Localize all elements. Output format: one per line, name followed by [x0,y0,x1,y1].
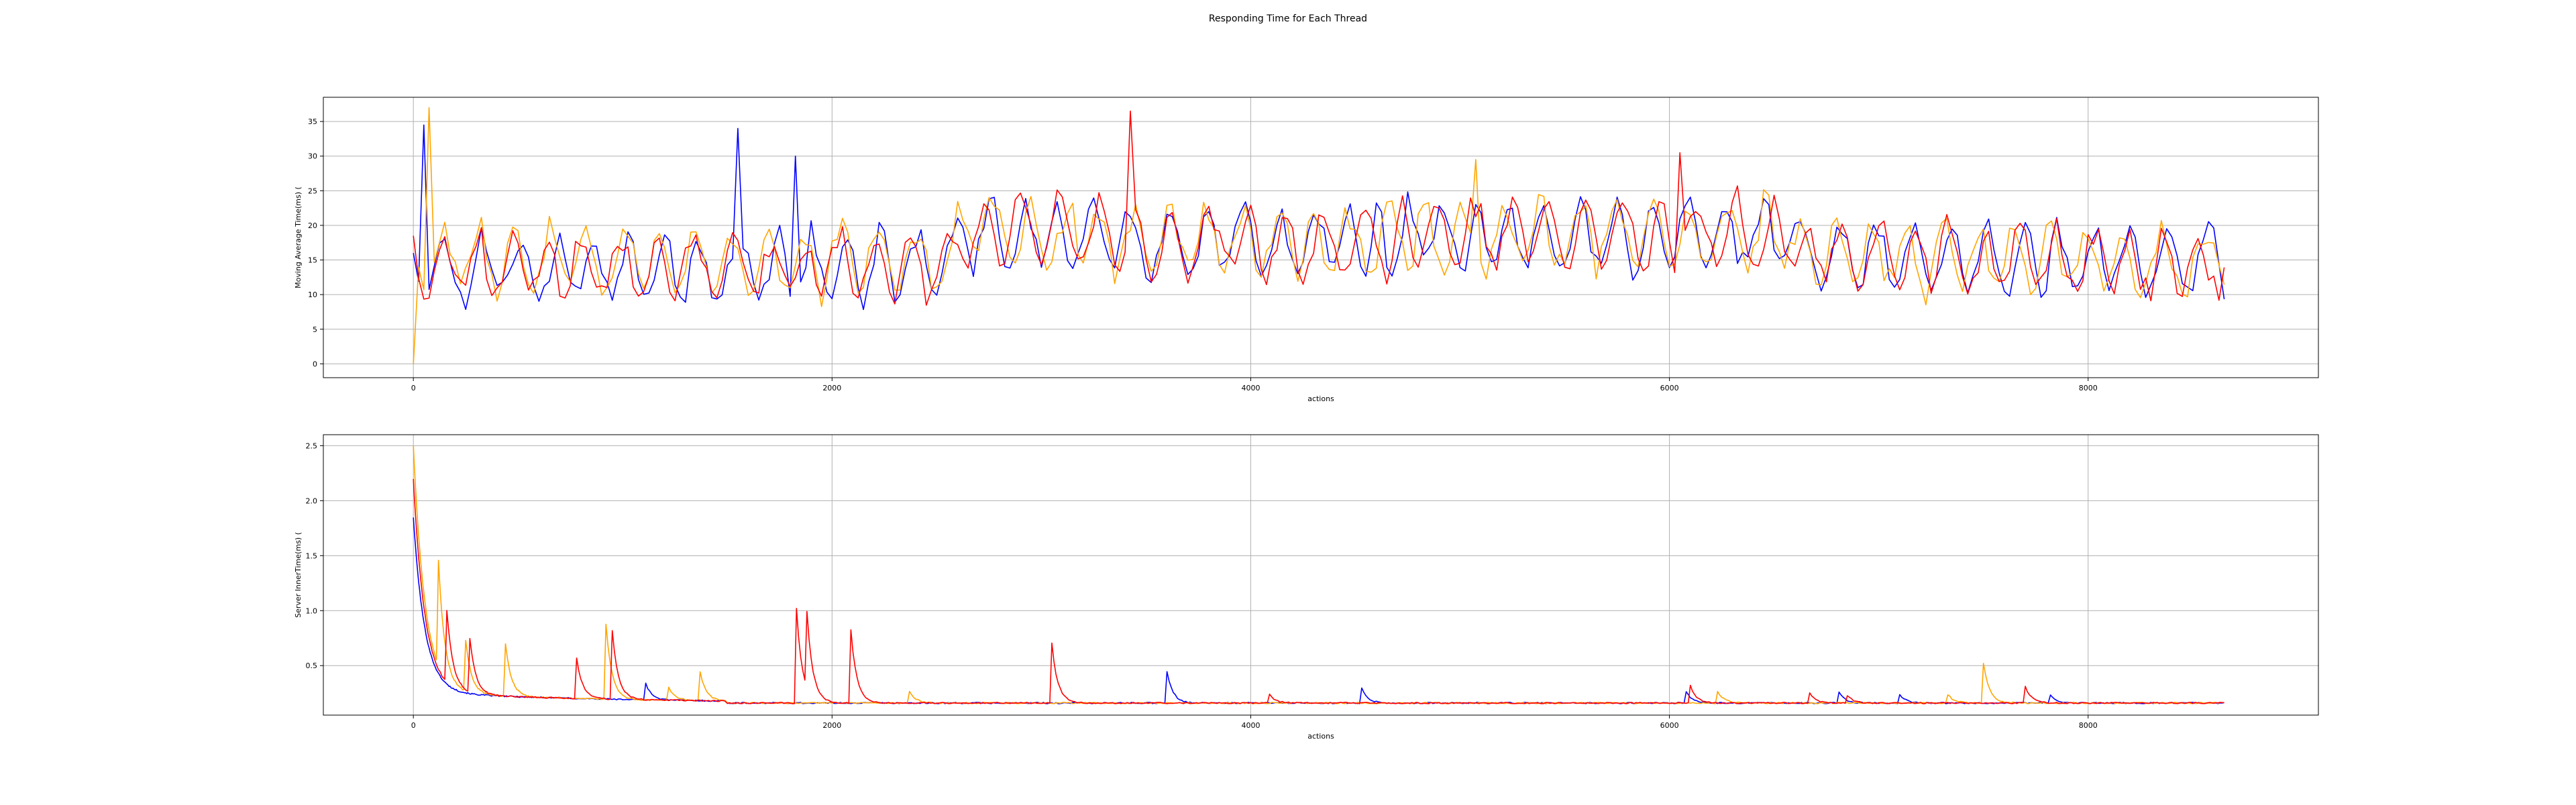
y-tick-label: 10 [308,290,317,299]
x-axis-label: actions [1307,394,1334,403]
x-tick-label: 0 [411,384,416,392]
y-tick-label: 0.5 [306,661,318,670]
x-tick-label: 6000 [1660,721,1679,730]
y-tick-label: 1.0 [306,606,318,615]
x-tick-label: 2000 [822,384,841,392]
y-tick-label: 5 [313,325,317,334]
y-tick-label: 0 [313,360,317,368]
y-tick-label: 30 [308,152,317,161]
x-tick-label: 0 [411,721,416,730]
x-tick-label: 2000 [822,721,841,730]
y-tick-label: 35 [308,117,317,126]
x-tick-label: 4000 [1241,721,1260,730]
x-tick-label: 6000 [1660,384,1679,392]
x-tick-label: 8000 [2079,721,2098,730]
x-axis-label: actions [1307,732,1334,741]
y-axis-label: Moving Average Time(ms) ( [294,186,303,288]
axes-frame [323,434,2319,716]
series-line-3 [413,478,2224,704]
y-axis-label: Server InnerTime(ms) ( [294,532,303,618]
figure-title: Responding Time for Each Thread [1208,13,1368,24]
y-tick-label: 1.5 [306,551,318,560]
y-tick-label: 20 [308,221,317,230]
y-tick-label: 25 [308,186,317,195]
axes-frame [323,97,2319,378]
y-tick-label: 15 [308,256,317,265]
bottom-chart: 0 2000 4000 6000 8000 0.5 1.0 1.5 2.0 2.5 actions S… [294,434,2319,741]
y-tick-label: 2.0 [306,496,318,505]
series-line-3 [413,110,2225,306]
x-tick-label: 8000 [2079,384,2098,392]
top-chart: 0 2000 4000 6000 8000 0 5 10 15 20 25 30 35 actions Mo… [294,97,2319,403]
series-line-2 [413,107,2225,364]
x-tick-label: 4000 [1241,384,1260,392]
y-tick-label: 2.5 [306,441,318,450]
series-line-2 [413,445,2224,704]
